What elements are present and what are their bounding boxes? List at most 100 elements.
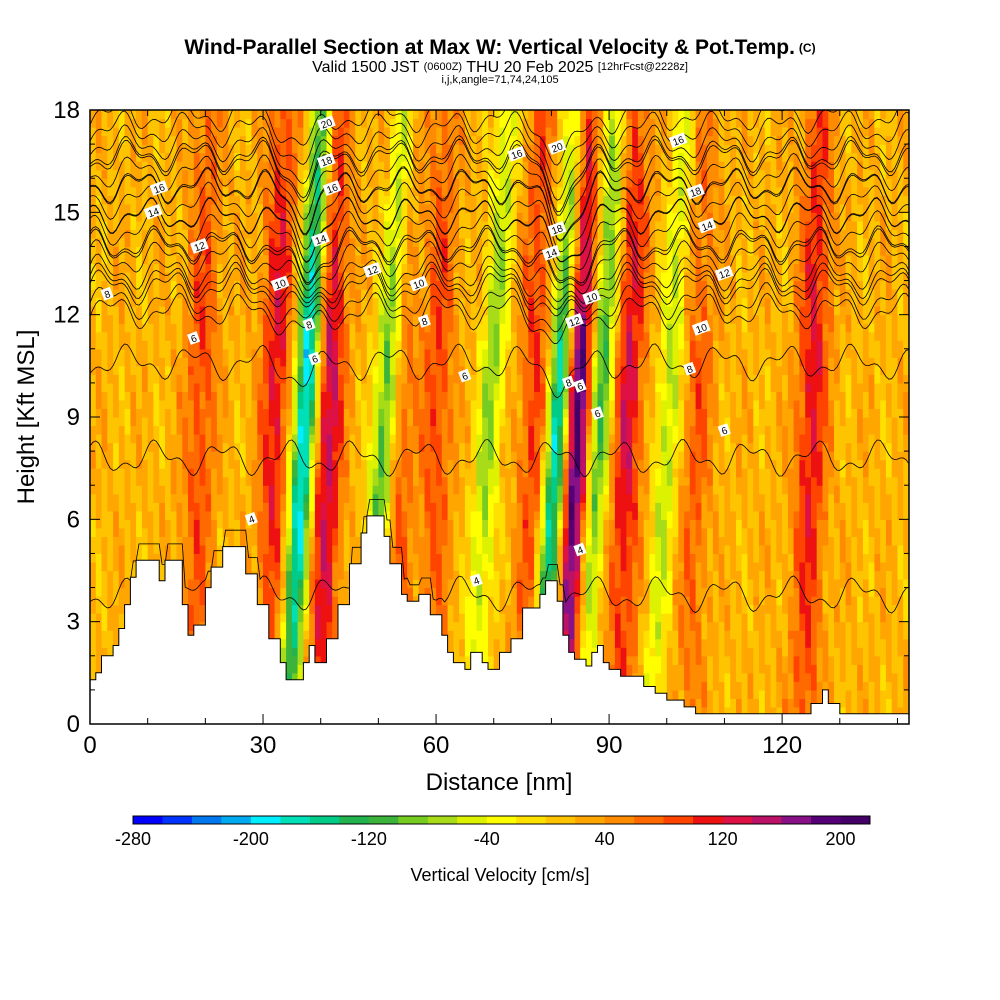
- velocity-cell: [170, 374, 178, 384]
- velocity-cell: [101, 417, 108, 427]
- velocity-cell: [459, 613, 466, 623]
- velocity-cell: [314, 246, 322, 256]
- velocity-cell: [436, 272, 443, 282]
- velocity-cell: [303, 348, 310, 358]
- velocity-cell: [90, 280, 97, 290]
- velocity-cell: [165, 118, 172, 128]
- velocity-cell: [314, 161, 322, 171]
- velocity-cell: [349, 519, 356, 529]
- velocity-cell: [413, 357, 420, 367]
- velocity-cell: [326, 306, 333, 316]
- velocity-cell: [476, 630, 483, 640]
- velocity-cell: [384, 425, 391, 435]
- velocity-cell: [286, 562, 293, 572]
- velocity-cell: [401, 519, 408, 529]
- velocity-cell: [291, 417, 299, 427]
- velocity-cell: [482, 374, 489, 384]
- velocity-cell: [107, 186, 114, 196]
- velocity-cell: [470, 596, 478, 606]
- velocity-cell: [240, 135, 247, 145]
- velocity-cell: [332, 570, 339, 580]
- velocity-cell: [436, 195, 443, 205]
- velocity-cell: [216, 118, 224, 128]
- velocity-cell: [424, 408, 431, 418]
- velocity-cell: [193, 417, 201, 427]
- velocity-cell: [459, 144, 466, 154]
- velocity-cell: [268, 348, 276, 358]
- velocity-cell: [366, 186, 374, 196]
- velocity-cell: [141, 451, 149, 461]
- velocity-cell: [222, 408, 230, 418]
- velocity-cell: [286, 237, 293, 247]
- velocity-cell: [228, 255, 235, 265]
- velocity-cell: [176, 502, 183, 512]
- velocity-cell: [401, 246, 408, 256]
- velocity-cell: [274, 451, 281, 461]
- velocity-cell: [378, 331, 385, 341]
- velocity-cell: [147, 306, 155, 316]
- velocity-cell: [274, 195, 281, 205]
- velocity-cell: [176, 186, 183, 196]
- velocity-cell: [124, 382, 131, 392]
- velocity-cell: [124, 178, 131, 188]
- velocity-cell: [309, 144, 316, 154]
- velocity-cell: [395, 399, 403, 409]
- velocity-cell: [424, 331, 431, 341]
- velocity-cell: [470, 152, 478, 162]
- velocity-cell: [107, 442, 114, 452]
- velocity-cell: [297, 476, 304, 486]
- velocity-cell: [459, 408, 466, 418]
- velocity-cell: [436, 340, 443, 350]
- velocity-cell: [291, 434, 299, 444]
- velocity-cell: [320, 502, 328, 512]
- velocity-cell: [147, 382, 155, 392]
- velocity-cell: [459, 357, 466, 367]
- velocity-cell: [326, 246, 333, 256]
- velocity-cell: [297, 579, 304, 589]
- velocity-cell: [136, 485, 143, 495]
- velocity-cell: [453, 408, 460, 418]
- velocity-cell: [136, 536, 143, 546]
- velocity-cell: [268, 434, 276, 444]
- velocity-cell: [193, 272, 201, 282]
- velocity-cell: [384, 152, 391, 162]
- velocity-cell: [228, 289, 235, 299]
- velocity-cell: [424, 493, 431, 503]
- velocity-cell: [372, 417, 379, 427]
- velocity-cell: [332, 493, 339, 503]
- velocity-cell: [136, 220, 143, 230]
- velocity-cell: [326, 562, 333, 572]
- velocity-cell: [211, 527, 218, 537]
- velocity-cell: [464, 476, 472, 486]
- velocity-cell: [384, 186, 391, 196]
- velocity-cell: [124, 229, 131, 239]
- velocity-cell: [470, 255, 478, 265]
- velocity-cell: [234, 408, 241, 418]
- velocity-cell: [291, 579, 299, 589]
- velocity-cell: [441, 604, 449, 614]
- velocity-cell: [378, 434, 385, 444]
- velocity-cell: [263, 468, 270, 478]
- velocity-cell: [488, 630, 495, 640]
- velocity-cell: [118, 570, 126, 580]
- velocity-cell: [464, 127, 472, 137]
- velocity-cell: [401, 169, 408, 179]
- velocity-cell: [268, 237, 276, 247]
- velocity-cell: [147, 365, 155, 375]
- velocity-cell: [90, 186, 97, 196]
- velocity-cell: [413, 306, 420, 316]
- velocity-cell: [245, 246, 253, 256]
- velocity-cell: [372, 510, 379, 520]
- velocity-cell: [470, 399, 478, 409]
- velocity-cell: [205, 169, 212, 179]
- velocity-cell: [182, 229, 189, 239]
- velocity-cell: [361, 331, 368, 341]
- velocity-cell: [124, 357, 131, 367]
- velocity-cell: [182, 297, 189, 307]
- velocity-cell: [447, 357, 454, 367]
- velocity-cell: [159, 229, 166, 239]
- velocity-cell: [193, 365, 201, 375]
- velocity-cell: [418, 417, 426, 427]
- velocity-cell: [251, 118, 258, 128]
- velocity-cell: [424, 220, 431, 230]
